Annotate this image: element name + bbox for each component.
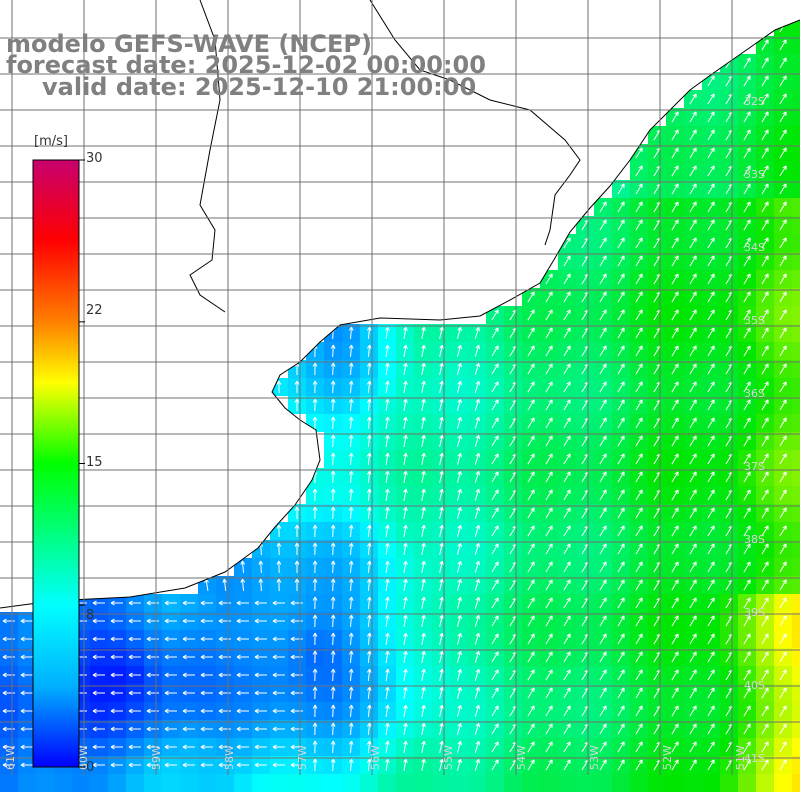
lat-label: 32S [744, 95, 765, 108]
lat-label: 36S [744, 387, 765, 400]
colorbar-tick-8: 8 [86, 608, 95, 623]
lat-label: 34S [744, 241, 765, 254]
lat-label: 35S [744, 314, 765, 327]
latitude-labels: 32S 33S 34S 35S 36S 37S 38S 39S 40S 41S [744, 95, 765, 765]
valid-date: valid date: 2025-12-10 21:00:00 [42, 73, 477, 101]
lon-label: 55W [442, 745, 455, 770]
colorbar-tick-30: 30 [86, 151, 103, 166]
wind-arrows [2, 21, 787, 772]
colorbar-tick-22: 22 [86, 303, 103, 318]
lon-label: 51W [734, 745, 747, 770]
lat-label: 38S [744, 533, 765, 546]
longitude-labels: 61W 60W 59W 58W 57W 56W 55W 54W 53W 52W 51W [4, 745, 747, 770]
lat-label: 39S [744, 606, 765, 619]
inland-border-east [369, 0, 581, 246]
lat-label: 33S [744, 168, 765, 181]
colorbar [32, 159, 80, 768]
lat-label: 37S [744, 460, 765, 473]
graticule [0, 0, 800, 775]
lon-label: 56W [369, 745, 382, 770]
colorbar-tick-0: 0 [86, 760, 95, 775]
lon-label: 60W [77, 745, 90, 770]
lon-label: 53W [588, 745, 601, 770]
land-area [0, 0, 800, 608]
colorbar-tick-15: 15 [86, 455, 103, 470]
lon-label: 54W [515, 745, 528, 770]
lon-label: 58W [223, 745, 236, 770]
colorbar-unit: [m/s] [34, 134, 68, 149]
lat-label: 41S [744, 752, 765, 765]
lon-label: 61W [4, 745, 17, 770]
model-title: modelo GEFS-WAVE (NCEP) [6, 30, 372, 58]
forecast-date: forecast date: 2025-12-02 00:00:00 [6, 51, 486, 79]
lon-label: 59W [150, 745, 163, 770]
lon-label: 57W [296, 745, 309, 770]
lon-label: 52W [661, 745, 674, 770]
coastline [0, 19, 800, 609]
lat-label: 40S [744, 679, 765, 692]
